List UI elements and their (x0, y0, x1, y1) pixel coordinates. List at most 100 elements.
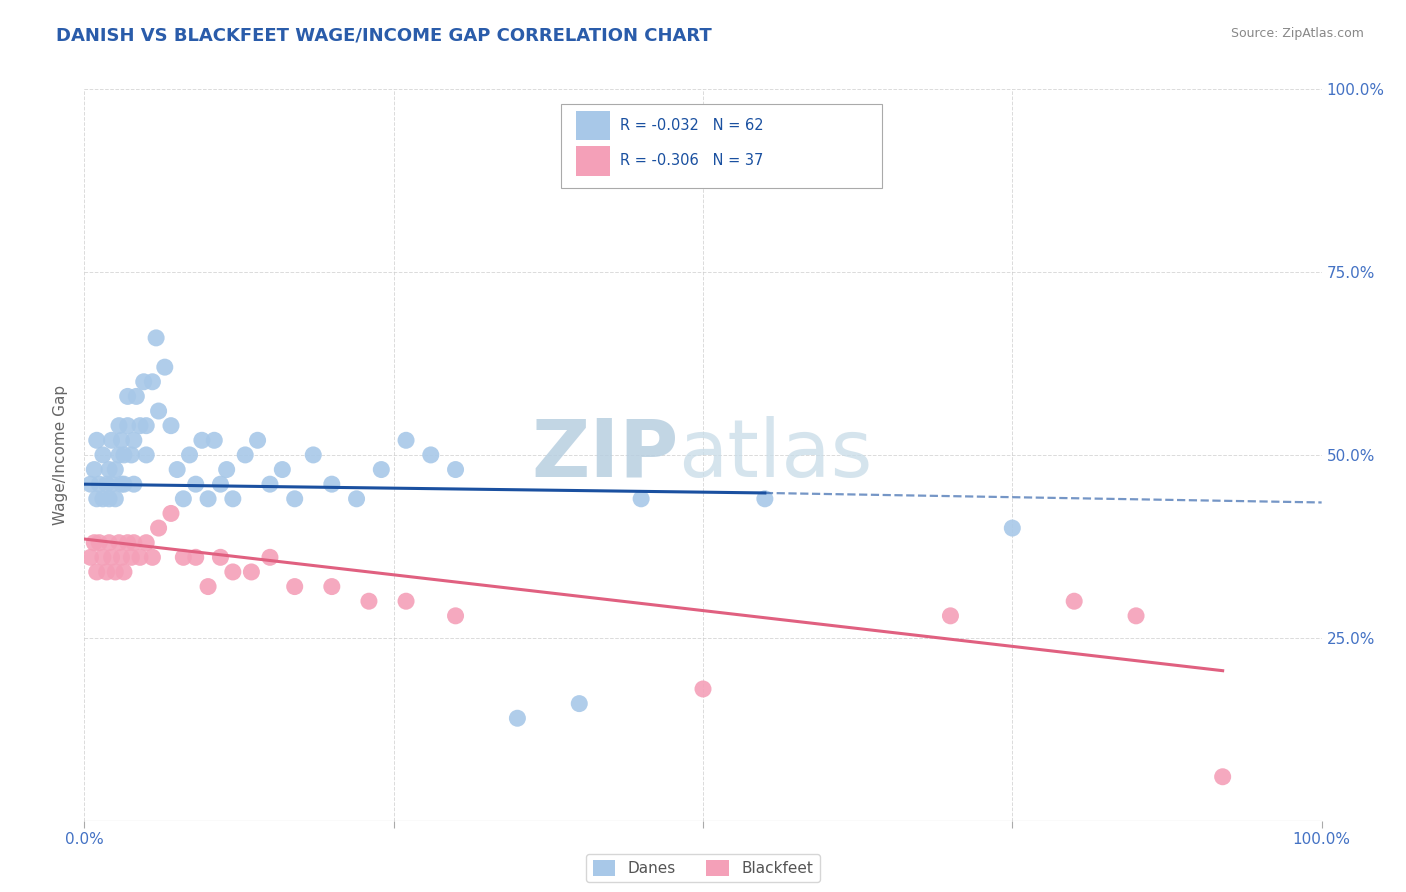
Point (91, 550, 114, 565)
Point (370, 462, 392, 476)
Point (184, 550, 207, 565)
Point (98, 462, 121, 476)
Point (89, 477, 111, 491)
Point (215, 462, 238, 476)
Point (86, 434, 108, 448)
Point (79, 477, 101, 491)
Text: DANISH VS BLACKFEET WAGE/INCOME GAP CORRELATION CHART: DANISH VS BLACKFEET WAGE/INCOME GAP CORR… (56, 27, 711, 45)
Point (939, 608, 962, 623)
Point (135, 418, 157, 433)
Point (110, 550, 132, 565)
Point (209, 477, 232, 491)
Text: ZIP: ZIP (531, 416, 678, 494)
Point (346, 491, 368, 506)
Point (96, 565, 118, 579)
Point (120, 448, 142, 462)
Point (117, 389, 139, 403)
Point (108, 535, 131, 549)
Point (89, 535, 111, 549)
Point (444, 462, 467, 476)
Point (104, 491, 127, 506)
Y-axis label: Wage/Income Gap: Wage/Income Gap (53, 384, 69, 525)
Point (112, 477, 135, 491)
Point (135, 535, 157, 549)
Point (91, 448, 114, 462)
Point (271, 462, 294, 476)
Point (108, 448, 131, 462)
Point (79, 550, 101, 565)
FancyBboxPatch shape (575, 146, 610, 176)
Point (172, 491, 194, 506)
Point (1125, 608, 1147, 623)
Point (395, 434, 418, 448)
Point (132, 375, 155, 389)
Point (1001, 521, 1024, 535)
Point (506, 711, 529, 725)
Point (172, 550, 194, 565)
Point (191, 434, 214, 448)
Point (110, 434, 132, 448)
Point (568, 697, 591, 711)
Point (120, 550, 142, 565)
Text: Source: ZipAtlas.com: Source: ZipAtlas.com (1230, 27, 1364, 40)
Point (117, 535, 139, 549)
Point (104, 462, 127, 476)
Point (98, 491, 121, 506)
Point (125, 389, 148, 403)
Legend: Danes, Blackfeet: Danes, Blackfeet (586, 855, 820, 882)
Point (129, 418, 152, 433)
Point (321, 477, 343, 491)
Point (284, 491, 307, 506)
Point (357, 594, 380, 608)
Point (754, 491, 776, 506)
Point (83, 462, 105, 476)
FancyBboxPatch shape (575, 112, 610, 140)
Point (419, 448, 441, 462)
Point (108, 418, 131, 433)
Point (259, 550, 281, 565)
Point (179, 448, 201, 462)
Point (129, 550, 152, 565)
Point (233, 448, 256, 462)
Point (259, 477, 281, 491)
Point (86, 565, 108, 579)
Point (141, 550, 163, 565)
Point (100, 434, 122, 448)
Point (122, 477, 145, 491)
Point (122, 535, 145, 549)
Point (141, 375, 163, 389)
Point (395, 594, 418, 608)
Point (145, 331, 167, 345)
Point (153, 360, 176, 375)
Point (100, 477, 122, 491)
Point (1063, 594, 1085, 608)
Point (135, 448, 157, 462)
Point (197, 491, 219, 506)
Point (160, 507, 183, 521)
Point (284, 580, 307, 594)
Point (148, 521, 170, 535)
Point (160, 418, 183, 433)
Point (197, 580, 219, 594)
Point (692, 681, 714, 696)
Point (1212, 770, 1234, 784)
Text: atlas: atlas (678, 416, 873, 494)
Point (240, 565, 263, 579)
Point (302, 448, 325, 462)
Point (100, 550, 122, 565)
Point (104, 565, 127, 579)
Point (246, 434, 269, 448)
Point (122, 434, 145, 448)
Point (91, 491, 114, 506)
Point (96, 477, 118, 491)
Point (222, 491, 245, 506)
Point (184, 477, 207, 491)
Point (112, 448, 135, 462)
Point (630, 491, 652, 506)
Point (321, 580, 343, 594)
Text: R = -0.306   N = 37: R = -0.306 N = 37 (620, 153, 763, 169)
Point (202, 434, 225, 448)
Point (444, 608, 467, 623)
Point (148, 404, 170, 418)
Point (110, 477, 132, 491)
